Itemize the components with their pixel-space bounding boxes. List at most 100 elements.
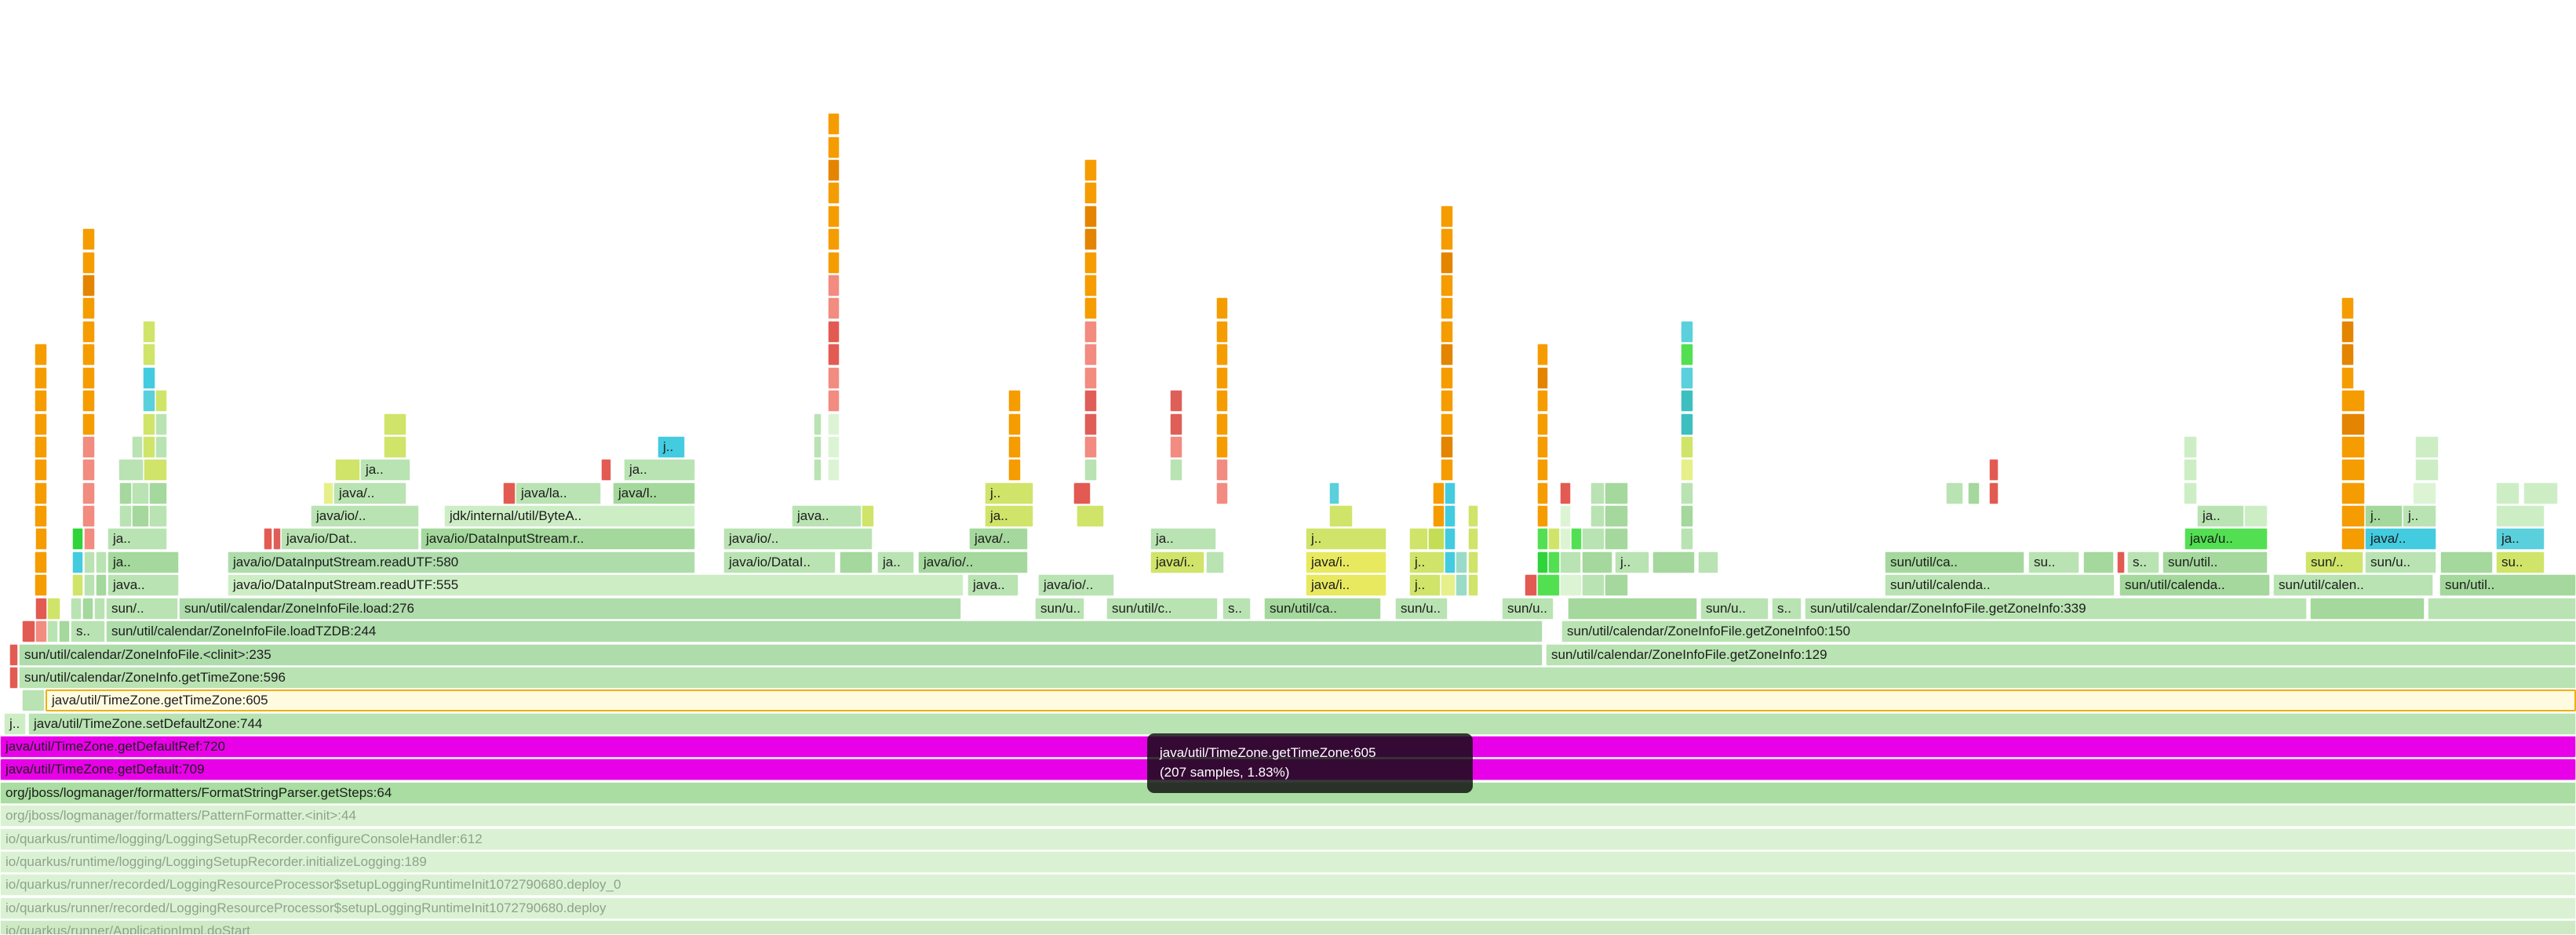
frame[interactable] [1681, 482, 1693, 504]
frame[interactable] [828, 159, 840, 181]
frame[interactable] [1468, 528, 1478, 550]
frame[interactable] [2341, 482, 2365, 504]
frame[interactable] [2184, 459, 2197, 481]
frame[interactable] [828, 413, 840, 435]
frame[interactable] [143, 344, 155, 366]
frame[interactable] [1681, 321, 1693, 343]
frame[interactable] [1468, 551, 1478, 573]
frame[interactable]: j.. [1409, 574, 1441, 596]
frame[interactable]: s.. [1772, 598, 1802, 620]
frame[interactable] [144, 459, 167, 481]
frame[interactable]: java/i.. [1306, 574, 1386, 596]
frame[interactable]: j.. [1409, 551, 1445, 573]
frame[interactable] [1441, 275, 1453, 297]
frame[interactable] [335, 459, 360, 481]
frame[interactable]: ja.. [107, 528, 167, 550]
frame[interactable] [1989, 459, 1998, 481]
frame[interactable] [1456, 574, 1467, 596]
frame[interactable] [1537, 551, 1548, 573]
frame[interactable] [1216, 297, 1228, 319]
frame[interactable] [1605, 505, 1628, 527]
frame[interactable] [35, 620, 47, 642]
frame[interactable] [1084, 344, 1097, 366]
frame[interactable] [2341, 297, 2354, 319]
frame[interactable] [84, 574, 95, 596]
frame[interactable]: java/.. [2365, 528, 2436, 550]
frame[interactable] [1441, 459, 1453, 481]
frame[interactable] [9, 644, 18, 666]
frame[interactable]: java/util/TimeZone.getTimeZone:605 [46, 689, 2576, 711]
frame[interactable] [72, 574, 83, 596]
frame[interactable] [1445, 528, 1456, 550]
frame[interactable] [143, 390, 155, 412]
frame[interactable] [1946, 482, 1963, 504]
frame[interactable] [828, 367, 840, 389]
frame[interactable] [155, 390, 167, 412]
frame[interactable] [59, 620, 70, 642]
frame[interactable] [273, 528, 281, 550]
frame[interactable] [828, 436, 840, 458]
frame[interactable]: s.. [71, 620, 105, 642]
frame[interactable] [143, 367, 155, 389]
frame[interactable] [1681, 459, 1693, 481]
frame[interactable] [22, 620, 35, 642]
frame[interactable] [2415, 436, 2439, 458]
frame[interactable]: io/quarkus/runner/recorded/LoggingResour… [0, 874, 2576, 896]
frame[interactable] [2341, 367, 2354, 389]
frame[interactable] [82, 367, 95, 389]
frame[interactable] [1216, 344, 1228, 366]
frame[interactable] [1445, 482, 1456, 504]
frame[interactable] [1216, 436, 1228, 458]
frame[interactable] [1698, 551, 1718, 573]
frame[interactable] [35, 344, 47, 366]
frame[interactable] [1560, 551, 1581, 573]
frame[interactable] [1548, 551, 1560, 573]
frame[interactable] [1084, 159, 1097, 181]
frame[interactable]: ja.. [2197, 505, 2244, 527]
frame[interactable] [84, 551, 95, 573]
frame[interactable] [143, 436, 155, 458]
frame[interactable] [119, 482, 132, 504]
frame[interactable] [1084, 182, 1097, 204]
frame[interactable] [1329, 505, 1353, 527]
frame[interactable] [1084, 275, 1097, 297]
frame[interactable] [1681, 344, 1693, 366]
frame[interactable] [1652, 551, 1695, 573]
frame[interactable] [47, 598, 60, 620]
frame[interactable] [1170, 413, 1182, 435]
frame[interactable] [1548, 528, 1560, 550]
frame[interactable]: j.. [1615, 551, 1649, 573]
frame[interactable] [1084, 367, 1097, 389]
frame[interactable]: sun/util/calendar/ZoneInfoFile.getZoneIn… [1546, 644, 2576, 666]
frame[interactable]: sun/util/calenda.. [2119, 574, 2270, 596]
frame[interactable] [119, 505, 132, 527]
frame[interactable]: java.. [107, 574, 179, 596]
frame[interactable]: ja.. [1150, 528, 1216, 550]
frame[interactable] [2341, 390, 2365, 412]
frame[interactable] [1681, 413, 1693, 435]
frame[interactable] [155, 436, 167, 458]
frame[interactable] [72, 528, 83, 550]
frame[interactable] [132, 505, 149, 527]
frame[interactable]: j.. [2403, 505, 2436, 527]
frame[interactable] [1441, 297, 1453, 319]
frame[interactable] [1084, 459, 1097, 481]
frame[interactable] [1568, 598, 1697, 620]
frame[interactable] [35, 459, 47, 481]
frame[interactable] [1084, 413, 1097, 435]
frame[interactable]: j.. [1306, 528, 1386, 550]
frame[interactable] [1441, 436, 1453, 458]
frame[interactable] [1537, 344, 1548, 366]
frame[interactable] [1681, 436, 1693, 458]
frame[interactable] [1537, 482, 1548, 504]
frame[interactable] [35, 505, 47, 527]
frame[interactable] [1560, 528, 1571, 550]
frame[interactable] [35, 528, 47, 550]
frame[interactable] [1681, 505, 1693, 527]
frame[interactable]: java/io/DataInputStream.readUTF:555 [228, 574, 964, 596]
frame[interactable] [1008, 436, 1021, 458]
frame[interactable] [1084, 228, 1097, 250]
frame[interactable] [2117, 551, 2125, 573]
frame[interactable]: sun/util/calen.. [2273, 574, 2433, 596]
frame[interactable] [72, 551, 83, 573]
